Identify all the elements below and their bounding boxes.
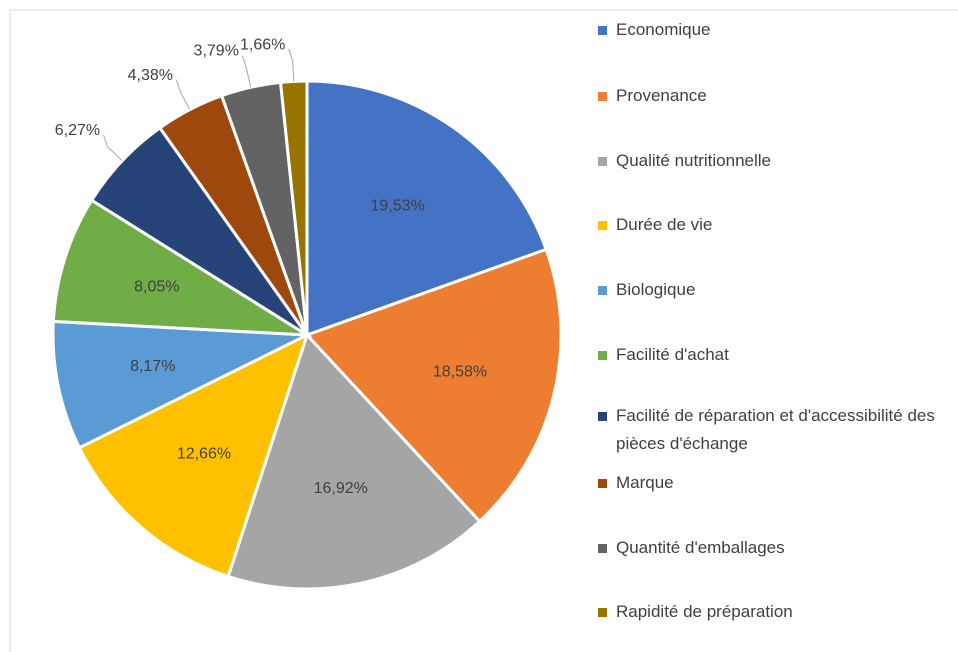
legend-swatch [598,479,607,488]
data-label: 19,53% [371,197,425,214]
legend-label: Provenance [616,86,707,105]
legend-item: Biologique [598,276,958,304]
data-label: 8,17% [130,358,175,375]
chart-frame [9,9,958,652]
legend-label: Economique [616,20,711,39]
legend-swatch [598,221,607,230]
legend-swatch [598,286,607,295]
leader-line [288,48,295,82]
legend-item: Qualité nutritionnelle [598,147,958,175]
legend-label: Durée de vie [616,215,713,234]
legend-item: Rapidité de préparation [598,598,958,626]
legend-swatch [598,608,607,617]
legend-swatch [598,26,607,35]
legend-item: Economique [598,16,958,44]
legend-swatch [598,157,607,166]
pie-slice [278,79,309,336]
legend-item: Provenance [598,82,958,110]
leader-line [241,55,252,88]
pie-slice [77,332,310,579]
legend-item: Marque [598,469,958,497]
legend-swatch [598,412,607,421]
legend-item: Quantité d'emballages [598,534,958,562]
pie-slice [51,319,313,450]
legend-label: Facilité d'achat [616,345,729,364]
legend-item: Facilité de réparation et d'accessibilit… [598,402,958,458]
data-label: 6,27% [55,122,100,139]
data-label: 1,66% [240,36,285,53]
pie-slice [305,79,549,338]
data-label: 4,38% [128,67,173,84]
pie-slice [226,332,482,591]
legend-item: Facilité d'achat [598,341,958,369]
leader-line [102,134,123,162]
pie-slice [51,198,313,337]
legend-swatch [598,92,607,101]
legend-label: Facilité de réparation et d'accessibilit… [616,406,935,453]
legend-label: Qualité nutritionnelle [616,151,771,170]
legend-item: Durée de vie [598,211,958,239]
pie-slice [304,247,563,524]
legend-label: Quantité d'emballages [616,538,785,557]
leader-line [175,79,191,110]
legend-label: Biologique [616,280,696,299]
data-label: 3,79% [194,43,239,60]
legend-label: Marque [616,473,674,492]
legend-swatch [598,351,607,360]
legend-swatch [598,544,607,553]
data-label: 12,66% [177,445,231,462]
data-label: 8,05% [134,279,179,296]
data-label: 16,92% [314,480,368,497]
data-label: 18,58% [433,364,487,381]
legend-label: Rapidité de préparation [616,602,793,621]
